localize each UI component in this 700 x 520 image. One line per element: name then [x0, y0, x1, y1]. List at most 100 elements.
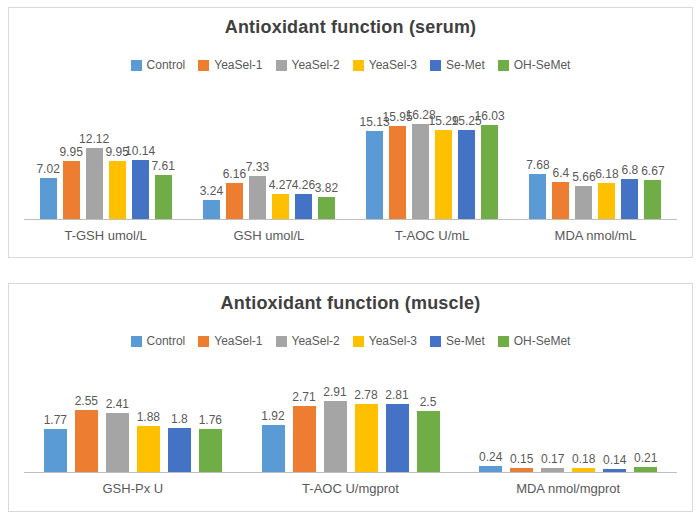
bar-value-label: 0.15	[510, 453, 533, 465]
bar-group: 7.029.9512.129.9510.147.61	[24, 148, 187, 219]
bar-value-label: 7.02	[36, 163, 59, 175]
category-label: MDA nmol/mL	[514, 220, 677, 243]
bar-value-label: 10.14	[125, 145, 155, 157]
category-label: GSH-Px U	[24, 473, 242, 496]
bar: 2.71	[293, 406, 316, 472]
legend-swatch	[198, 336, 209, 347]
legend-swatch	[498, 60, 509, 71]
legend-item: Control	[131, 58, 186, 72]
bar-value-label: 3.24	[200, 185, 223, 197]
bar-value-label: 6.67	[641, 165, 664, 177]
category-label: T-AOC U/mgprot	[242, 473, 460, 496]
bar: 2.91	[324, 401, 347, 472]
bar: 7.68	[529, 174, 546, 219]
bar-value-label: 1.76	[199, 414, 222, 426]
bar: 9.95	[63, 161, 80, 219]
legend-label: OH-SeMet	[514, 58, 571, 72]
bar: 1.8	[168, 428, 191, 472]
bar-group: 7.686.45.666.186.86.67	[514, 174, 677, 219]
bar-value-label: 2.81	[385, 389, 408, 401]
legend-label: Se-Met	[446, 58, 485, 72]
legend-item: Control	[131, 334, 186, 348]
chart-title: Antioxidant function (serum)	[9, 17, 692, 38]
legend-swatch	[131, 336, 142, 347]
bar-value-label: 2.71	[292, 391, 315, 403]
legend-swatch	[276, 336, 287, 347]
bar-value-label: 7.68	[526, 159, 549, 171]
bar: 4.26	[295, 194, 312, 219]
category-axis: T-GSH umol/LGSH umol/LT-AOC U/mLMDA nmol…	[24, 220, 677, 243]
bar-group: 0.240.150.170.180.140.21	[459, 466, 677, 472]
bar: 2.41	[106, 413, 129, 472]
bar-group: 15.1315.9516.2815.2915.2516.03	[351, 124, 514, 219]
legend-swatch	[198, 60, 209, 71]
legend-label: YeaSel-1	[214, 334, 262, 348]
bar: 0.14	[603, 469, 626, 472]
legend-item: OH-SeMet	[498, 58, 571, 72]
legend-item: YeaSel-2	[276, 334, 340, 348]
bar: 4.27	[272, 194, 289, 219]
bar-value-label: 12.12	[79, 133, 109, 145]
category-label: T-GSH umol/L	[24, 220, 187, 243]
bar-value-label: 1.92	[261, 410, 284, 422]
legend-swatch	[430, 336, 441, 347]
bar: 1.76	[199, 429, 222, 472]
bar-value-label: 6.8	[622, 164, 639, 176]
legend-label: OH-SeMet	[514, 334, 571, 348]
legend-item: Se-Met	[430, 334, 485, 348]
bar: 2.5	[417, 411, 440, 472]
legend: Control YeaSel-1 YeaSel-2 YeaSel-3 Se-Met OH-…	[9, 334, 692, 348]
bar-value-label: 6.4	[553, 167, 570, 179]
bar-value-label: 1.8	[171, 413, 188, 425]
bar: 7.61	[155, 175, 172, 219]
bar: 12.12	[86, 148, 103, 219]
bar: 15.95	[389, 126, 406, 219]
bar-group: 3.246.167.334.274.263.82	[187, 176, 350, 219]
legend-item: OH-SeMet	[498, 334, 571, 348]
bar-value-label: 9.95	[59, 146, 82, 158]
bar-value-label: 0.18	[572, 453, 595, 465]
bar: 9.95	[109, 161, 126, 219]
bar-value-label: 2.55	[75, 395, 98, 407]
legend-item: YeaSel-2	[276, 58, 340, 72]
bar-value-label: 4.27	[269, 179, 292, 191]
bar-value-label: 6.16	[223, 168, 246, 180]
legend-item: YeaSel-3	[353, 334, 417, 348]
legend-label: YeaSel-2	[292, 58, 340, 72]
legend-swatch	[498, 336, 509, 347]
bar: 7.33	[249, 176, 266, 219]
bar: 1.88	[137, 426, 160, 472]
bar-value-label: 2.91	[323, 386, 346, 398]
bar: 10.14	[132, 160, 149, 219]
serum-chart-panel: Antioxidant function (serum) Control YeaS…	[8, 7, 693, 258]
bar: 6.18	[598, 183, 615, 219]
legend-label: YeaSel-2	[292, 334, 340, 348]
bar-value-label: 2.41	[106, 398, 129, 410]
bar-value-label: 2.5	[420, 396, 437, 408]
bar: 5.66	[575, 186, 592, 219]
bar: 16.28	[412, 124, 429, 219]
bar: 2.78	[355, 404, 378, 472]
legend-label: Control	[147, 334, 186, 348]
bar: 6.4	[552, 182, 569, 219]
bar: 6.8	[621, 179, 638, 219]
bar: 1.92	[262, 425, 285, 472]
category-label: MDA nmol/mgprot	[459, 473, 677, 496]
bar-value-label: 7.61	[151, 160, 174, 172]
legend-item: YeaSel-3	[353, 58, 417, 72]
bar: 15.25	[458, 130, 475, 219]
bar: 15.13	[366, 131, 383, 219]
legend-item: Se-Met	[430, 58, 485, 72]
bar-value-label: 6.18	[595, 168, 618, 180]
legend-label: YeaSel-1	[214, 58, 262, 72]
legend-label: YeaSel-3	[369, 334, 417, 348]
bar: 0.24	[479, 466, 502, 472]
bar: 2.55	[75, 410, 98, 472]
legend-swatch	[131, 60, 142, 71]
bar-value-label: 1.88	[137, 411, 160, 423]
bar: 0.21	[634, 467, 657, 472]
bar-value-label: 4.26	[292, 179, 315, 191]
legend-swatch	[276, 60, 287, 71]
bar: 2.81	[386, 404, 409, 472]
plot-area: 7.029.9512.129.9510.147.613.246.167.334.…	[24, 72, 677, 220]
